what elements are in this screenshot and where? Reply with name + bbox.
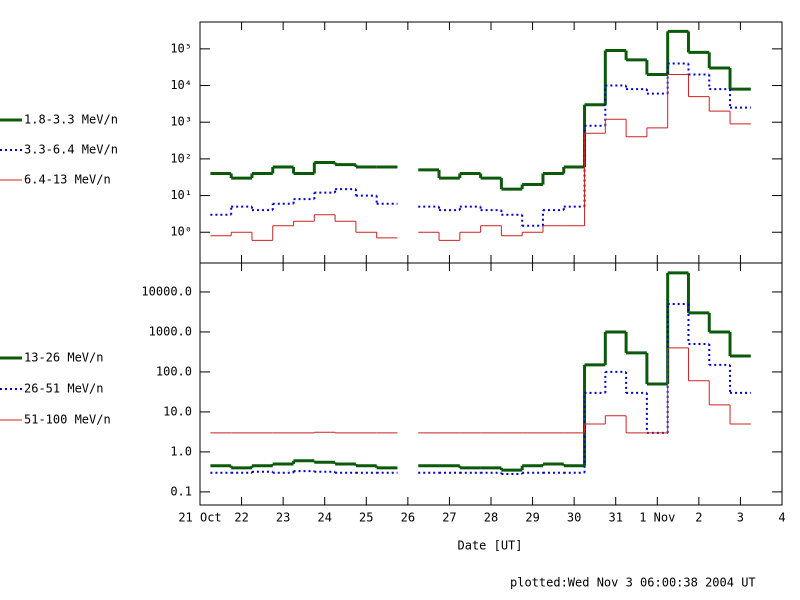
x-tick-label: 2 bbox=[695, 511, 702, 525]
y-tick-label: 10000.0 bbox=[141, 284, 192, 298]
x-tick-label: 30 bbox=[567, 511, 581, 525]
x-tick-label: 24 bbox=[317, 511, 331, 525]
x-tick-label: 3 bbox=[737, 511, 744, 525]
x-tick-label: 28 bbox=[484, 511, 498, 525]
x-tick-label: 23 bbox=[276, 511, 290, 525]
y-tick-label: 1.0 bbox=[170, 444, 192, 458]
x-tick-label: 21 Oct bbox=[178, 511, 221, 525]
x-tick-label: 27 bbox=[442, 511, 456, 525]
y-tick-label: 100.0 bbox=[156, 364, 192, 378]
plot-frame bbox=[199, 21, 783, 264]
legend-label: 13-26 MeV/n bbox=[24, 351, 103, 365]
legend-label: 51-100 MeV/n bbox=[24, 413, 111, 427]
x-tick-label: 25 bbox=[359, 511, 373, 525]
y-tick-label: 0.1 bbox=[170, 484, 192, 498]
legend-label: 26-51 MeV/n bbox=[24, 382, 103, 396]
y-tick-label: 10¹ bbox=[170, 188, 192, 202]
x-tick-label: 22 bbox=[234, 511, 248, 525]
x-tick-label: 4 bbox=[778, 511, 785, 525]
legend-label: 6.4-13 MeV/n bbox=[24, 173, 111, 187]
x-tick-label: 31 bbox=[608, 511, 622, 525]
x-tick-label: 26 bbox=[401, 511, 415, 525]
y-tick-label: 10.0 bbox=[163, 404, 192, 418]
y-tick-label: 1000.0 bbox=[149, 324, 192, 338]
y-tick-label: 10⁵ bbox=[170, 41, 192, 55]
y-tick-label: 10⁰ bbox=[170, 225, 192, 239]
legend-label: 1.8-3.3 MeV/n bbox=[24, 113, 118, 127]
y-tick-label: 10⁴ bbox=[170, 78, 192, 92]
x-tick-label: 1 Nov bbox=[639, 511, 675, 525]
legend-label: 3.3-6.4 MeV/n bbox=[24, 143, 118, 157]
y-tick-label: 10² bbox=[170, 151, 192, 165]
x-tick-label: 29 bbox=[525, 511, 539, 525]
y-tick-label: 10³ bbox=[170, 115, 192, 129]
x-axis-label: Date [UT] bbox=[457, 539, 522, 553]
footer: plotted:Wed Nov 3 06:00:38 2004 UT bbox=[510, 576, 756, 590]
